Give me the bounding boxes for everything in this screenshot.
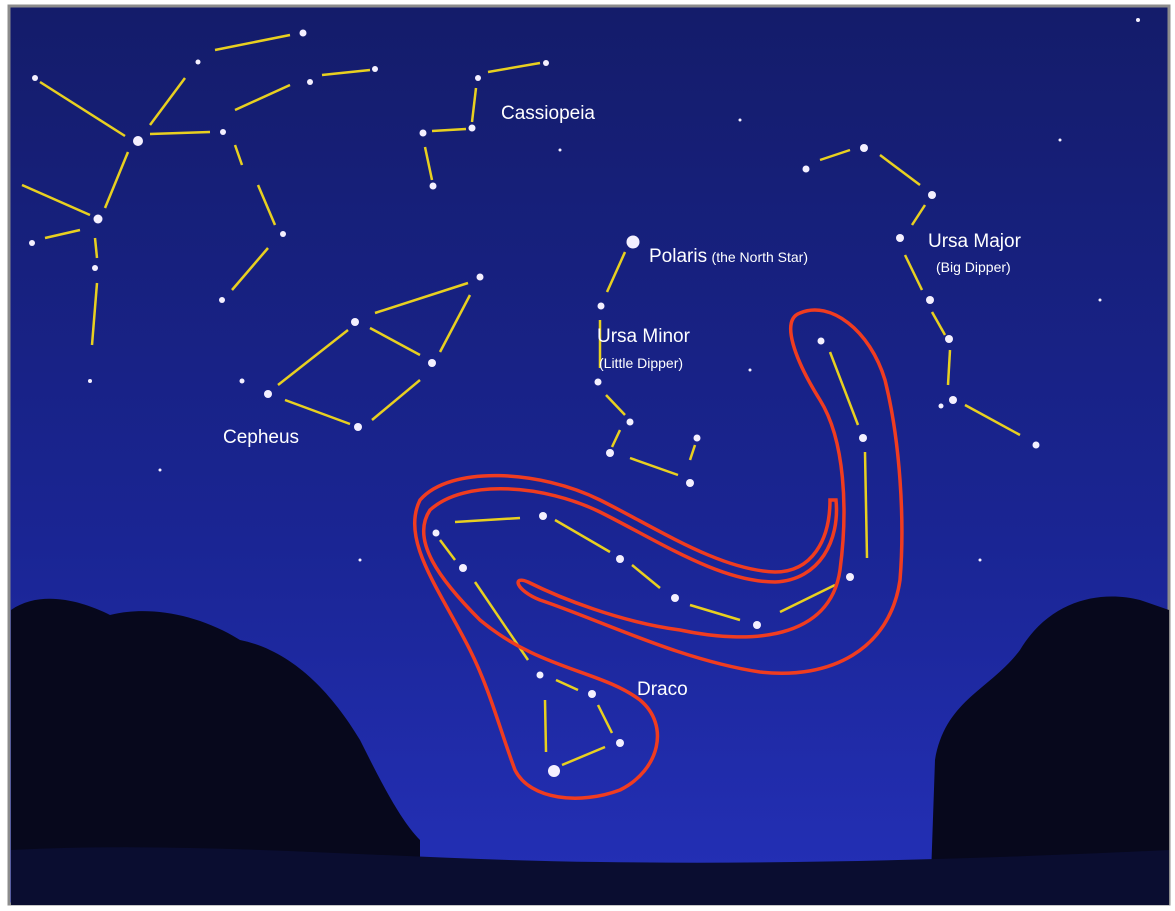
label: Cepheus (223, 427, 299, 448)
stars (29, 18, 1140, 777)
constellation-lines (21, 33, 1021, 767)
label: Polaris (649, 246, 707, 267)
label: Polaris (the North Star) (649, 246, 808, 267)
label: Ursa Minor (597, 326, 691, 347)
tree-silhouettes (11, 596, 1169, 905)
label-note: (the North Star) (712, 249, 808, 265)
label: Ursa Major (928, 231, 1022, 252)
label: Draco (637, 679, 688, 700)
draco-outline (412, 308, 904, 800)
label-note: (Little Dipper) (599, 355, 683, 371)
label-note: (Big Dipper) (936, 259, 1011, 275)
label: Cassiopeia (501, 103, 595, 124)
